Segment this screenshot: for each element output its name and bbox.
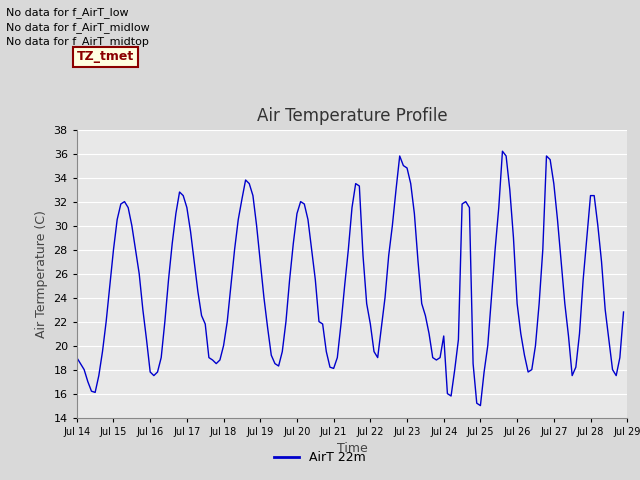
Legend: AirT 22m: AirT 22m [269, 446, 371, 469]
Text: No data for f_AirT_midlow: No data for f_AirT_midlow [6, 22, 150, 33]
Text: TZ_tmet: TZ_tmet [77, 50, 134, 63]
Y-axis label: Air Termperature (C): Air Termperature (C) [35, 210, 48, 337]
Text: No data for f_AirT_midtop: No data for f_AirT_midtop [6, 36, 149, 47]
Title: Air Temperature Profile: Air Temperature Profile [257, 107, 447, 125]
X-axis label: Time: Time [337, 442, 367, 455]
Text: No data for f_AirT_low: No data for f_AirT_low [6, 7, 129, 18]
